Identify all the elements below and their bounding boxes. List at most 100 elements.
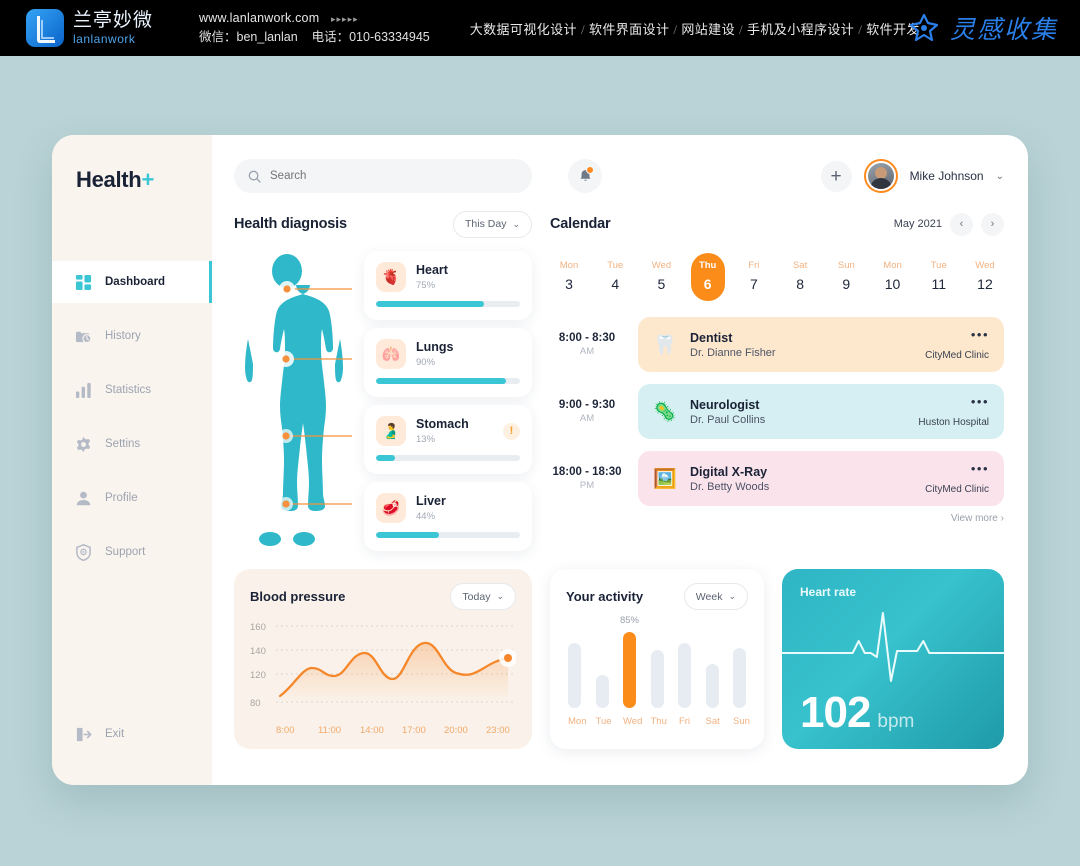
calendar-day[interactable]: Mon 3 <box>552 253 586 301</box>
blood-pressure-period-select[interactable]: Today ⌄ <box>450 583 516 610</box>
search-input[interactable] <box>270 170 518 182</box>
appointment-time-range: 18:00 - 18:30 <box>552 466 622 478</box>
stomach-organ-icon: 🫃 <box>376 416 406 446</box>
organ-name: Stomach <box>416 417 469 432</box>
blood-pressure-title: Blood pressure <box>250 589 346 604</box>
avatar[interactable] <box>863 159 898 193</box>
activity-bar[interactable] <box>650 650 664 708</box>
day-number: 3 <box>565 276 573 292</box>
calendar-day[interactable]: Sat 8 <box>783 253 817 301</box>
watermark-website: www.lanlanwork.com <box>199 10 320 25</box>
appointment-row[interactable]: 18:00 - 18:30 PM 🖼️ Digital X-Ray Dr. Be… <box>550 451 1004 506</box>
organ-card-liver[interactable]: 🥩 Liver 44% <box>364 482 532 551</box>
calendar-day[interactable]: Wed 12 <box>968 253 1002 301</box>
search-box[interactable] <box>234 159 532 193</box>
view-more-link[interactable]: View more › <box>550 513 1004 524</box>
appointment-list: 8:00 - 8:30 AM 🦷 Dentist Dr. Dianne Fish… <box>550 317 1004 506</box>
appointment-name: Dentist <box>690 330 733 345</box>
sidebar-item-label: Settins <box>105 438 141 450</box>
organ-card-stomach[interactable]: 🫃 Stomach 13% ! <box>364 405 532 474</box>
day-number: 9 <box>842 276 851 292</box>
sidebar-item-exit[interactable]: Exit <box>52 713 212 755</box>
service-item: 软件开发 <box>866 21 920 37</box>
x-tick-label: 14:00 <box>360 725 384 736</box>
activity-card: Your activity Week ⌄ 85% <box>550 569 764 749</box>
calendar-day[interactable]: Sun 9 <box>829 253 863 301</box>
appointment-name: Digital X-Ray <box>690 464 768 479</box>
organ-progress-bar <box>376 455 520 461</box>
sidebar-item-history[interactable]: History <box>52 315 212 357</box>
sidebar-item-label: Exit <box>105 728 125 740</box>
activity-bar[interactable] <box>733 647 746 708</box>
day-name: Tue <box>607 260 624 271</box>
organ-percent: 44% <box>416 510 436 522</box>
day-number: 8 <box>796 276 804 292</box>
activity-period-select[interactable]: Week ⌄ <box>683 583 748 610</box>
organ-card-lungs[interactable]: 🫁 Lungs 90% <box>364 328 532 397</box>
add-button[interactable]: + <box>820 160 852 192</box>
app-logo: Health+ <box>52 135 212 193</box>
activity-bar[interactable] <box>595 674 609 708</box>
calendar-day[interactable]: Tue 11 <box>922 253 956 301</box>
appointment-card[interactable]: 🦠 Neurologist Dr. Paul Collins ••• Husto… <box>638 384 1004 439</box>
appointment-doctor: Dr. Betty Woods <box>690 480 770 493</box>
organ-name: Heart <box>416 263 448 278</box>
calendar-day[interactable]: Wed 5 <box>644 253 678 301</box>
appointment-row[interactable]: 9:00 - 9:30 AM 🦠 Neurologist Dr. Paul Co… <box>550 384 1004 439</box>
calendar-title: Calendar <box>550 216 611 232</box>
appointment-card[interactable]: 🦷 Dentist Dr. Dianne Fisher ••• CityMed … <box>638 317 1004 372</box>
activity-bar[interactable] <box>678 643 691 708</box>
calendar-day[interactable]: Mon 10 <box>876 253 910 301</box>
day-number: 5 <box>657 276 666 292</box>
heart-rate-title: Heart rate <box>800 585 857 599</box>
bottom-cards-row: Blood pressure Today ⌄ 160 140 120 80 <box>234 569 1004 749</box>
sidebar-item-dashboard[interactable]: Dashboard <box>52 261 212 303</box>
calendar-day[interactable]: Tue 4 <box>598 253 632 301</box>
x-tick-label: 23:00 <box>486 725 510 736</box>
notifications-button[interactable] <box>568 159 602 193</box>
sidebar-item-statistics[interactable]: Statistics <box>52 369 212 411</box>
calendar-day-selected[interactable]: Thu 6 <box>690 253 725 301</box>
day-name: Fri <box>748 260 760 271</box>
blood-pressure-chart: 160 140 120 80 <box>250 616 516 736</box>
view-more-label: View more <box>950 513 998 524</box>
diagnosis-period-select[interactable]: This Day ⌄ <box>453 210 532 238</box>
calendar-next-button[interactable]: › <box>981 212 1004 236</box>
watermark-logo: 兰亭妙微 lanlanwork <box>26 9 153 47</box>
watermark-brand-en: lanlanwork <box>73 32 136 46</box>
sidebar-item-settings[interactable]: Settins <box>52 423 212 465</box>
page-title: Health diagnosis <box>234 216 347 232</box>
day-name: Sat <box>792 260 808 271</box>
activity-bar-selected[interactable]: 85% <box>620 615 639 708</box>
appointment-card[interactable]: 🖼️ Digital X-Ray Dr. Betty Woods ••• Cit… <box>638 451 1004 506</box>
topbar-right: + Mike Johnson ⌄ <box>820 159 1004 193</box>
appointment-menu-icon[interactable]: ••• <box>970 327 989 342</box>
day-number: 4 <box>611 276 620 292</box>
sidebar-item-profile[interactable]: Profile <box>52 477 212 519</box>
calendar-day[interactable]: Fri 7 <box>737 253 771 301</box>
organ-card-heart[interactable]: 🫀 Heart 75% <box>364 251 532 320</box>
watermark-contact: www.lanlanwork.com ▸▸▸▸▸ 微信：ben_lanlan 电… <box>199 9 430 48</box>
activity-bar[interactable] <box>568 643 581 708</box>
y-tick-label: 80 <box>250 698 261 709</box>
statistics-icon <box>74 381 92 399</box>
book-logo-icon <box>26 9 64 47</box>
organ-card-list: 🫀 Heart 75% 🫁 <box>364 251 532 551</box>
appointment-menu-icon[interactable]: ••• <box>970 394 989 409</box>
calendar-prev-button[interactable]: ‹ <box>950 212 973 236</box>
x-tick-label: Mon <box>568 716 587 727</box>
appointment-time: 8:00 - 8:30 AM <box>550 332 624 357</box>
sidebar-item-support[interactable]: Support <box>52 531 212 573</box>
chevron-down-icon[interactable]: ⌄ <box>995 170 1004 182</box>
sidebar-item-label: Statistics <box>105 384 152 396</box>
activity-bar[interactable] <box>705 663 719 708</box>
activity-period-label: Week <box>695 590 723 603</box>
chevron-down-icon: ⌄ <box>512 218 520 229</box>
appointment-time-range: 9:00 - 9:30 <box>558 399 616 411</box>
lungs-organ-icon: 🫁 <box>376 339 406 369</box>
appointment-row[interactable]: 8:00 - 8:30 AM 🦷 Dentist Dr. Dianne Fish… <box>550 317 1004 372</box>
appointment-menu-icon[interactable]: ••• <box>970 461 989 476</box>
calendar-day-strip: Mon 3 Tue 4 Wed 5 Thu 6 Fri 7 Sat 8 Sun 9 Mon 10… <box>550 253 1004 301</box>
sidebar-item-label: Dashboard <box>105 276 166 288</box>
appointment-doctor: Dr. Paul Collins <box>690 413 766 426</box>
